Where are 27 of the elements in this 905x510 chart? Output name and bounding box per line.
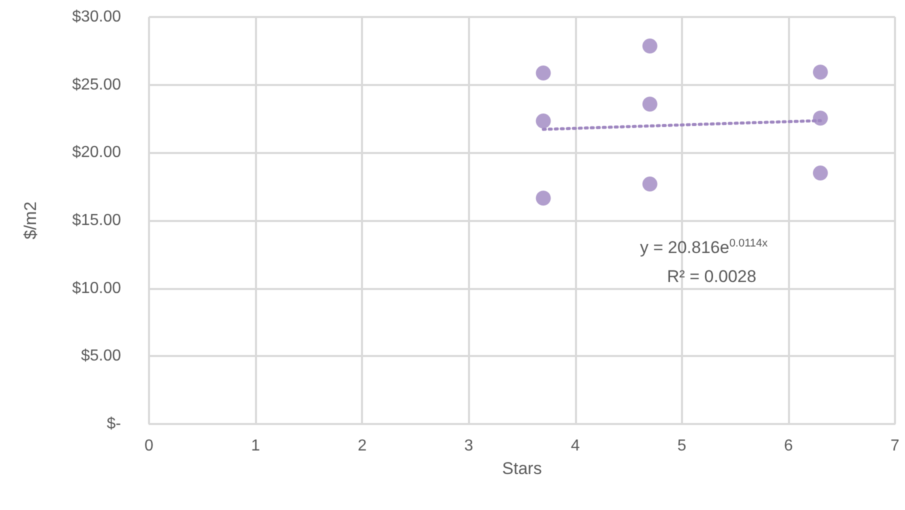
- y-tick-label: $-: [106, 416, 121, 432]
- y-axis-title: $/m2: [21, 202, 40, 240]
- point: [812, 166, 828, 181]
- point: [536, 190, 551, 206]
- y-tick-label: $25.00: [72, 76, 122, 94]
- point: [812, 64, 828, 80]
- x-tick-label: 4: [570, 438, 580, 454]
- point: [812, 110, 828, 126]
- x-axis-title: Stars: [502, 459, 542, 478]
- y-tick-label: $15.00: [72, 212, 122, 229]
- x-tick-label: 3: [464, 438, 474, 454]
- point: [536, 66, 551, 81]
- x-tick-label: 5: [677, 438, 686, 454]
- y-tick-label: $5.00: [80, 348, 122, 365]
- x-tick-label: 2: [358, 438, 367, 454]
- annotation: R² = 0.0028: [667, 267, 756, 286]
- x-tick-label: 6: [784, 438, 793, 454]
- x-tick-label: 0: [144, 438, 154, 454]
- y-tick-label: $20.00: [72, 144, 122, 162]
- point: [642, 176, 658, 192]
- point: [642, 96, 658, 112]
- y-tick-label: $10.00: [72, 280, 122, 297]
- x-tick-label: 7: [890, 438, 900, 454]
- point: [642, 38, 658, 54]
- y-tick-label: $30.00: [72, 8, 122, 26]
- point: [536, 114, 551, 129]
- x-tick-label: 1: [251, 438, 260, 454]
